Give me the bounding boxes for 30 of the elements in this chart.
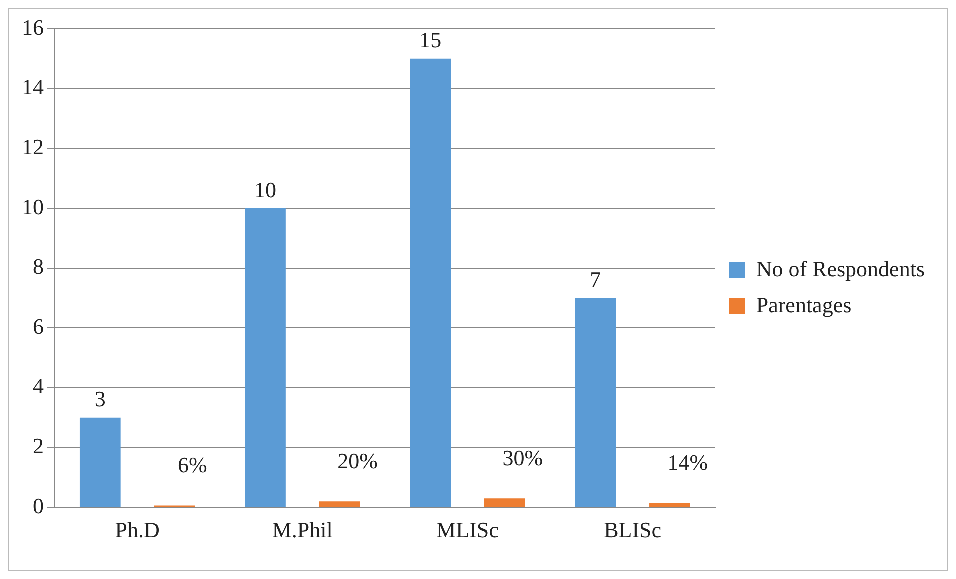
y-tick-label: 12 [22, 134, 44, 160]
y-tick-label: 14 [22, 74, 44, 100]
legend-label: No of Respondents [756, 256, 926, 282]
y-tick-label: 0 [33, 493, 44, 518]
data-label: 14% [668, 450, 708, 476]
data-label: 30% [502, 445, 544, 470]
bar [80, 418, 121, 508]
data-label: 15 [420, 28, 442, 53]
data-label: 10 [254, 177, 276, 202]
bar [484, 498, 526, 508]
y-tick-label: 4 [33, 374, 44, 399]
y-tick-label: 10 [22, 194, 44, 220]
x-tick-label: MLISc [436, 518, 500, 543]
x-tick-label: BLISc [604, 518, 662, 543]
data-label: 6% [178, 452, 208, 478]
data-label: 7 [590, 266, 602, 292]
y-tick-label: 2 [33, 434, 44, 459]
x-tick-label: Ph.D [115, 518, 160, 543]
data-label: 3 [94, 386, 106, 412]
bar [245, 208, 286, 508]
data-label: 20% [338, 448, 378, 474]
legend-label: Parentages [756, 292, 852, 318]
bar [650, 503, 690, 508]
x-tick-label: M.Phil [272, 518, 333, 543]
y-tick-label: 16 [22, 14, 44, 40]
y-tick-label: 8 [33, 254, 44, 280]
bar [575, 298, 616, 508]
bar [319, 502, 360, 508]
y-tick-label: 6 [33, 314, 44, 339]
bar [410, 58, 451, 508]
